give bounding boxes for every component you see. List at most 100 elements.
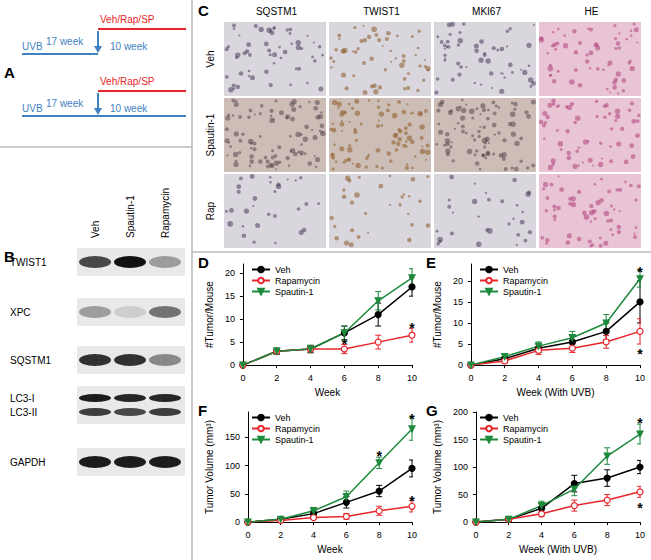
svg-text:Week (With UVB): Week (With UVB): [516, 387, 594, 398]
svg-text:6: 6: [344, 530, 349, 540]
svg-text:Veh: Veh: [503, 413, 519, 423]
svg-text:0: 0: [473, 530, 478, 540]
svg-text:8: 8: [377, 530, 382, 540]
svg-text:100: 100: [453, 462, 468, 472]
svg-text:50: 50: [458, 490, 468, 500]
svg-text:LC3-I: LC3-I: [10, 393, 34, 404]
svg-text:Rapamycin: Rapamycin: [275, 424, 320, 434]
svg-text:Spautin-1: Spautin-1: [275, 287, 314, 297]
svg-text:10 week: 10 week: [110, 103, 148, 114]
svg-text:0: 0: [235, 517, 240, 527]
svg-text:4: 4: [539, 530, 544, 540]
svg-text:TWIST1: TWIST1: [10, 257, 47, 268]
svg-text:Veh/Rap/SP: Veh/Rap/SP: [100, 76, 155, 87]
svg-text:10: 10: [635, 530, 645, 540]
svg-text:17 week: 17 week: [46, 36, 84, 47]
svg-text:*: *: [342, 336, 348, 352]
svg-text:Rap: Rap: [205, 201, 216, 220]
svg-text:0: 0: [240, 373, 245, 383]
svg-text:4: 4: [536, 373, 541, 383]
svg-text:Rapamycin: Rapamycin: [160, 188, 171, 238]
svg-text:LC3-II: LC3-II: [10, 407, 37, 418]
svg-text:Rapamycin: Rapamycin: [275, 276, 320, 286]
svg-text:5: 5: [230, 337, 235, 347]
svg-text:*: *: [409, 493, 415, 509]
svg-text:Veh: Veh: [275, 265, 291, 275]
svg-text:Spautin-1: Spautin-1: [275, 435, 314, 445]
svg-text:2: 2: [278, 530, 283, 540]
svg-text:10: 10: [635, 373, 645, 383]
svg-text:*: *: [637, 264, 643, 280]
svg-text:4: 4: [308, 373, 313, 383]
svg-text:Tumor Volume (mm³): Tumor Volume (mm³): [432, 420, 443, 514]
svg-text:0: 0: [230, 360, 235, 370]
svg-text:Veh/Rap/SP: Veh/Rap/SP: [100, 14, 155, 25]
svg-text:UVB: UVB: [22, 103, 43, 114]
svg-text:200: 200: [453, 407, 468, 417]
svg-text:C: C: [198, 2, 209, 19]
svg-text:UVB: UVB: [22, 41, 43, 52]
svg-text:150: 150: [225, 432, 240, 442]
svg-text:6: 6: [572, 530, 577, 540]
svg-text:#Tumor/Mouse: #Tumor/Mouse: [432, 281, 443, 348]
svg-text:Week (With UVB): Week (With UVB): [519, 544, 597, 555]
svg-text:5: 5: [458, 339, 463, 349]
svg-text:15: 15: [453, 297, 463, 307]
svg-text:*: *: [409, 411, 415, 427]
svg-text:Rapamycin: Rapamycin: [503, 424, 548, 434]
svg-text:150: 150: [453, 435, 468, 445]
svg-text:0: 0: [245, 530, 250, 540]
svg-text:0: 0: [458, 360, 463, 370]
svg-text:XPC: XPC: [10, 307, 31, 318]
svg-text:TWIST1: TWIST1: [363, 6, 400, 17]
svg-text:10: 10: [407, 373, 417, 383]
svg-text:Tumor Volume (mm³): Tumor Volume (mm³): [204, 420, 215, 514]
svg-text:2: 2: [502, 373, 507, 383]
svg-text:6: 6: [570, 373, 575, 383]
svg-text:2: 2: [506, 530, 511, 540]
svg-text:8: 8: [605, 530, 610, 540]
svg-text:2: 2: [274, 373, 279, 383]
svg-text:Week: Week: [315, 387, 341, 398]
svg-text:MKI67: MKI67: [472, 6, 501, 17]
svg-text:50: 50: [230, 489, 240, 499]
svg-text:Rapamycin: Rapamycin: [503, 276, 548, 286]
svg-text:10: 10: [453, 318, 463, 328]
svg-text:SQSTM1: SQSTM1: [10, 355, 52, 366]
svg-text:*: *: [409, 320, 415, 336]
svg-text:10: 10: [407, 530, 417, 540]
svg-text:Spautin-1: Spautin-1: [125, 195, 136, 238]
svg-text:8: 8: [376, 373, 381, 383]
svg-text:Spautin-1: Spautin-1: [503, 435, 542, 445]
svg-text:Veh: Veh: [503, 265, 519, 275]
svg-text:Veh: Veh: [90, 221, 101, 238]
svg-text:10 week: 10 week: [110, 41, 148, 52]
svg-text:4: 4: [311, 530, 316, 540]
svg-text:Spautin-1: Spautin-1: [503, 287, 542, 297]
svg-text:6: 6: [342, 373, 347, 383]
svg-text:GAPDH: GAPDH: [10, 457, 46, 468]
svg-text:100: 100: [225, 461, 240, 471]
svg-text:20: 20: [225, 268, 235, 278]
svg-text:10: 10: [225, 314, 235, 324]
svg-text:15: 15: [225, 291, 235, 301]
svg-text:*: *: [637, 500, 643, 516]
svg-text:*: *: [376, 448, 382, 464]
html-text:D: D: [198, 254, 209, 271]
svg-text:0: 0: [463, 517, 468, 527]
svg-text:Veh: Veh: [275, 413, 291, 423]
svg-text:0: 0: [468, 373, 473, 383]
svg-text:Spautin-1: Spautin-1: [205, 113, 216, 156]
svg-text:*: *: [637, 346, 643, 362]
svg-text:HE: HE: [585, 6, 599, 17]
svg-text:20: 20: [453, 276, 463, 286]
html-text:G: G: [426, 402, 438, 419]
svg-text:A: A: [4, 64, 15, 81]
svg-text:8: 8: [604, 373, 609, 383]
svg-text:#Tumor/Mouse: #Tumor/Mouse: [204, 281, 215, 348]
svg-text:SQSTM1: SQSTM1: [256, 6, 298, 17]
svg-text:Veh: Veh: [205, 50, 216, 67]
svg-text:*: *: [637, 415, 643, 431]
svg-text:17 week: 17 week: [46, 98, 84, 109]
svg-text:Week: Week: [317, 544, 343, 555]
